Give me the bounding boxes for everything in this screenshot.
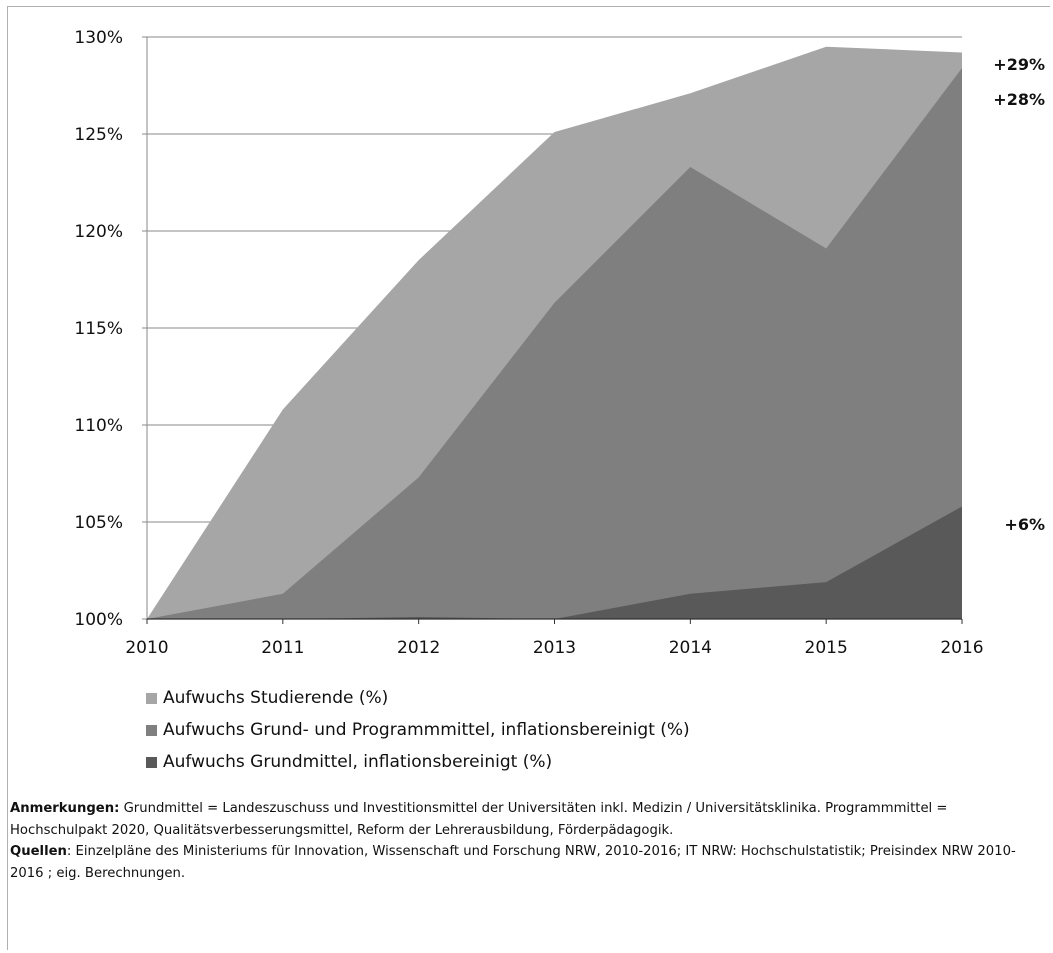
y-tick-label-120: 120% (74, 222, 123, 242)
legend-label-studierende: Aufwuchs Studierende (%) (163, 688, 389, 708)
anmerkungen-label: Anmerkungen: (10, 801, 120, 816)
quellen-label: Quellen (10, 844, 67, 859)
x-tick-label-2010: 2010 (125, 638, 168, 658)
y-tick-label-130: 130% (74, 28, 123, 48)
legend-item-grundmittel: Aufwuchs Grundmittel, inflationsbereinig… (146, 746, 690, 778)
area-grund-und-programmmittel (147, 68, 962, 620)
legend-swatch-studierende (146, 692, 157, 704)
x-tick-label-2012: 2012 (397, 638, 440, 658)
x-tick-label-2015: 2015 (805, 638, 848, 658)
y-tick-label-115: 115% (74, 319, 123, 339)
y-tick-label-105: 105% (74, 513, 123, 533)
x-tick-label-2013: 2013 (533, 638, 576, 658)
anmerkungen-note: Anmerkungen: Grundmittel = Landeszuschus… (10, 798, 1040, 841)
y-tick-label-125: 125% (74, 125, 123, 145)
annotation-2: +6% (1004, 515, 1045, 534)
legend-swatch-grundmittel (146, 756, 157, 768)
y-tick-label-100: 100% (74, 610, 123, 630)
legend-item-grund-und-programmmittel: Aufwuchs Grund- und Programmmittel, infl… (146, 714, 690, 746)
quellen-note: Quellen: Einzelpläne des Ministeriums fü… (10, 841, 1040, 884)
area-grundmittel (147, 506, 962, 619)
legend-label-grund-und-programmmittel: Aufwuchs Grund- und Programmmittel, infl… (163, 720, 690, 740)
annotation-0: +29% (993, 55, 1045, 74)
y-tick-label-110: 110% (74, 416, 123, 436)
area-chart: 100% 105% 110% 115% 120% 125% 130% 2010 2011 2012… (74, 28, 1045, 658)
anmerkungen-text: Grundmittel = Landeszuschuss und Investi… (10, 801, 948, 838)
legend-label-grundmittel: Aufwuchs Grundmittel, inflationsbereinig… (163, 752, 553, 772)
x-tick-label-2014: 2014 (669, 638, 712, 658)
annotation-1: +28% (993, 90, 1045, 109)
legend-item-studierende: Aufwuchs Studierende (%) (146, 682, 690, 714)
chart-legend: Aufwuchs Studierende (%) Aufwuchs Grund-… (146, 682, 690, 778)
quellen-text: : Einzelpläne des Ministeriums für Innov… (10, 844, 1016, 881)
x-tick-label-2016: 2016 (940, 638, 983, 658)
figure-frame (7, 6, 1050, 950)
legend-swatch-grund-und-programmmittel (146, 724, 157, 736)
x-tick-label-2011: 2011 (261, 638, 304, 658)
chart-notes: Anmerkungen: Grundmittel = Landeszuschus… (10, 798, 1040, 884)
